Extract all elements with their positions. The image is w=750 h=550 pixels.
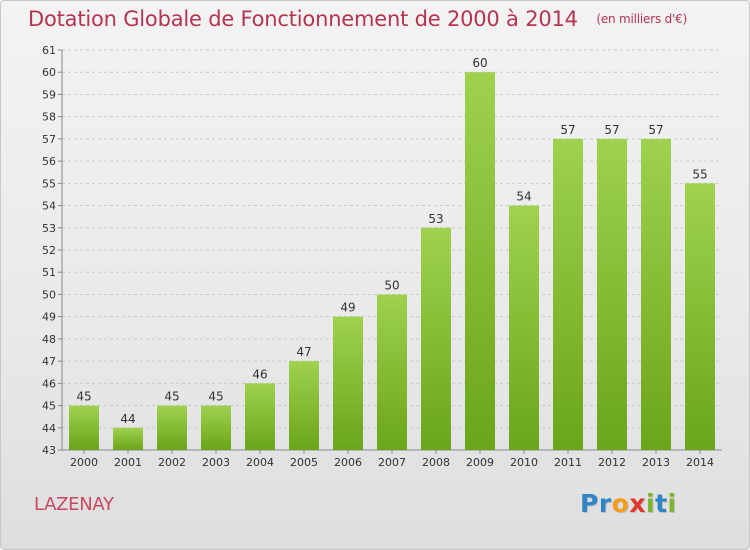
y-tick-label: 48: [42, 333, 56, 346]
data-label: 53: [428, 212, 443, 226]
logo-letter: P: [580, 489, 599, 518]
y-tick-label: 44: [42, 422, 56, 435]
x-tick-label: 2011: [554, 456, 582, 469]
chart-title: Dotation Globale de Fonctionnement de 20…: [28, 7, 687, 31]
x-tick-label: 2004: [246, 456, 274, 469]
x-tick-label: 2005: [290, 456, 318, 469]
bar-2001: [113, 427, 143, 450]
logo-letter: i: [667, 489, 677, 518]
bar-2002: [157, 405, 187, 450]
y-tick-label: 58: [42, 111, 56, 124]
data-label: 45: [76, 390, 91, 404]
y-tick-label: 45: [42, 400, 56, 413]
logo-letter: o: [611, 489, 630, 518]
data-label: 57: [560, 123, 575, 137]
data-label: 60: [472, 56, 487, 70]
y-tick-label: 49: [42, 311, 56, 324]
bar-2012: [597, 138, 627, 450]
bar-2009: [465, 72, 495, 450]
title-text: Dotation Globale de Fonctionnement de 20…: [28, 7, 578, 31]
proxiti-logo: Proxiti: [580, 489, 677, 518]
data-label: 55: [692, 167, 707, 181]
bar-2011: [553, 138, 583, 450]
x-tick-label: 2010: [510, 456, 538, 469]
bars: [69, 72, 715, 451]
x-tick-label: 2003: [202, 456, 230, 469]
y-tick-label: 59: [42, 88, 56, 101]
bar-2006: [333, 316, 363, 450]
x-tick-label: 2013: [642, 456, 670, 469]
bar-2008: [421, 227, 451, 450]
x-tick-label: 2012: [598, 456, 626, 469]
bar-2004: [245, 383, 275, 450]
x-tick-label: 2014: [686, 456, 714, 469]
data-label: 47: [296, 345, 311, 359]
place-name: LAZENAY: [34, 494, 114, 515]
data-labels: 45 44 45 45 46 47 49 50 53 60 54 57 57 57 55: [76, 56, 707, 426]
y-tick-label: 55: [42, 177, 56, 190]
logo-letter: i: [646, 489, 656, 518]
y-tick-label: 60: [42, 66, 56, 79]
data-label: 44: [120, 412, 135, 426]
data-label: 46: [252, 367, 267, 381]
bar-2013: [641, 138, 671, 450]
bar-2007: [377, 294, 407, 450]
axes: 43 44 45 46 47 48 49 50 51 52 53 54 55 56 57 58 59 60 61 20…: [42, 44, 722, 469]
bar-2000: [69, 405, 99, 450]
data-label: 45: [208, 390, 223, 404]
bar-2010: [509, 205, 539, 450]
y-tick-label: 53: [42, 222, 56, 235]
y-tick-label: 61: [42, 44, 56, 57]
data-label: 57: [604, 123, 619, 137]
title-unit: (en milliers d'€): [596, 12, 688, 26]
x-tick-label: 2007: [378, 456, 406, 469]
y-tick-label: 52: [42, 244, 56, 257]
y-tick-label: 43: [42, 444, 56, 457]
y-tick-label: 51: [42, 266, 56, 279]
data-label: 49: [340, 301, 355, 315]
x-tick-label: 2002: [158, 456, 186, 469]
y-tick-label: 47: [42, 355, 56, 368]
data-label: 45: [164, 390, 179, 404]
y-tick-label: 56: [42, 155, 56, 168]
x-tick-label: 2009: [466, 456, 494, 469]
bar-2014: [685, 183, 715, 451]
x-tick-label: 2001: [114, 456, 142, 469]
bar-2003: [201, 405, 231, 450]
logo-letter: r: [598, 489, 612, 518]
logo-letter: x: [629, 489, 646, 518]
y-tick-label: 46: [42, 377, 56, 390]
y-tick-label: 57: [42, 133, 56, 146]
data-label: 54: [516, 190, 531, 204]
data-label: 50: [384, 278, 399, 292]
bar-2005: [289, 361, 319, 450]
y-tick-label: 50: [42, 288, 56, 301]
x-tick-label: 2006: [334, 456, 362, 469]
x-tick-label: 2000: [70, 456, 98, 469]
data-label: 57: [648, 123, 663, 137]
logo-letter: t: [655, 489, 668, 518]
x-tick-label: 2008: [422, 456, 450, 469]
y-tick-label: 54: [42, 200, 56, 213]
